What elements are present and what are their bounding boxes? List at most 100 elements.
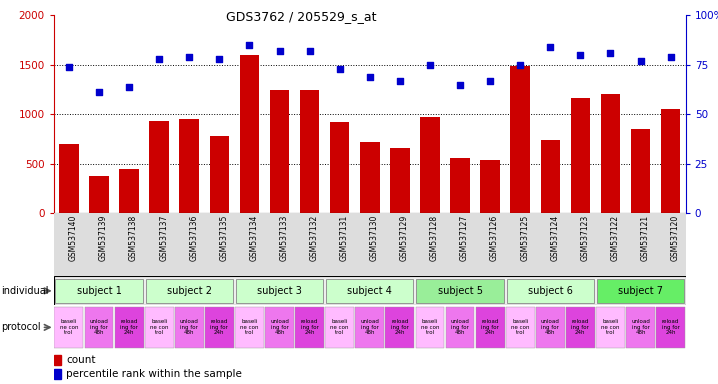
Bar — [89, 175, 108, 213]
Bar — [240, 55, 259, 213]
Bar — [300, 89, 320, 213]
Bar — [386, 307, 414, 348]
Text: subject 7: subject 7 — [618, 286, 663, 296]
Text: GSM537136: GSM537136 — [190, 214, 198, 261]
Text: reload
ing for
24h: reload ing for 24h — [662, 319, 679, 336]
Bar — [597, 279, 684, 303]
Text: reload
ing for
24h: reload ing for 24h — [210, 319, 228, 336]
Point — [635, 58, 646, 64]
Point — [243, 42, 255, 48]
Text: GSM537138: GSM537138 — [129, 214, 138, 261]
Bar — [510, 66, 530, 213]
Bar — [85, 307, 113, 348]
Point — [334, 66, 345, 72]
Text: baseli
ne con
trol: baseli ne con trol — [60, 319, 78, 336]
Text: subject 5: subject 5 — [437, 286, 482, 296]
Text: subject 4: subject 4 — [348, 286, 392, 296]
Text: unload
ing for
48h: unload ing for 48h — [180, 319, 199, 336]
Bar — [330, 122, 350, 213]
Point — [184, 54, 195, 60]
Point — [154, 56, 165, 62]
Point — [304, 48, 315, 54]
Text: GDS3762 / 205529_s_at: GDS3762 / 205529_s_at — [226, 10, 377, 23]
Bar — [601, 94, 620, 213]
Bar — [536, 307, 565, 348]
Text: subject 2: subject 2 — [167, 286, 212, 296]
Text: baseli
ne con
trol: baseli ne con trol — [421, 319, 439, 336]
Bar — [54, 369, 61, 379]
Bar — [355, 307, 384, 348]
Bar — [507, 279, 594, 303]
Bar — [174, 307, 204, 348]
Text: GSM537126: GSM537126 — [490, 214, 499, 261]
Text: unload
ing for
48h: unload ing for 48h — [451, 319, 470, 336]
Bar — [235, 307, 264, 348]
Text: GSM537137: GSM537137 — [159, 214, 168, 261]
Point — [544, 44, 556, 50]
Bar — [325, 307, 354, 348]
Point — [274, 48, 285, 54]
Bar — [656, 307, 685, 348]
Text: baseli
ne con
trol: baseli ne con trol — [150, 319, 169, 336]
Bar — [476, 307, 505, 348]
Bar — [390, 148, 410, 213]
Text: unload
ing for
48h: unload ing for 48h — [360, 319, 379, 336]
Point — [424, 62, 436, 68]
Bar — [236, 279, 323, 303]
Point — [63, 64, 75, 70]
Bar — [661, 109, 681, 213]
Text: GSM537131: GSM537131 — [340, 214, 349, 261]
Point — [515, 62, 526, 68]
Text: GSM537130: GSM537130 — [370, 214, 379, 261]
Bar — [146, 279, 233, 303]
Bar — [145, 307, 174, 348]
Text: reload
ing for
24h: reload ing for 24h — [120, 319, 138, 336]
Text: unload
ing for
48h: unload ing for 48h — [631, 319, 650, 336]
Bar — [626, 307, 655, 348]
Point — [665, 54, 676, 60]
Text: reload
ing for
24h: reload ing for 24h — [481, 319, 499, 336]
Text: subject 6: subject 6 — [528, 286, 573, 296]
Text: GSM537123: GSM537123 — [580, 214, 589, 261]
Text: GSM537127: GSM537127 — [460, 214, 469, 261]
Bar — [420, 117, 439, 213]
Bar — [631, 129, 651, 213]
Text: GSM537133: GSM537133 — [279, 214, 289, 261]
Text: reload
ing for
24h: reload ing for 24h — [301, 319, 319, 336]
Text: reload
ing for
24h: reload ing for 24h — [572, 319, 589, 336]
Text: GSM537132: GSM537132 — [309, 214, 319, 261]
Text: protocol: protocol — [1, 322, 40, 333]
Point — [394, 78, 406, 84]
Point — [364, 74, 376, 80]
Text: GSM537135: GSM537135 — [219, 214, 228, 261]
Bar — [450, 158, 470, 213]
Text: individual: individual — [1, 286, 48, 296]
Text: GSM537129: GSM537129 — [400, 214, 409, 261]
Text: GSM537121: GSM537121 — [640, 214, 650, 260]
Bar — [270, 89, 289, 213]
Text: GSM537122: GSM537122 — [610, 214, 620, 260]
Bar — [115, 307, 144, 348]
Bar — [210, 136, 229, 213]
Bar — [265, 307, 294, 348]
Point — [605, 50, 616, 56]
Text: baseli
ne con
trol: baseli ne con trol — [240, 319, 258, 336]
Bar — [566, 307, 595, 348]
Text: unload
ing for
48h: unload ing for 48h — [270, 319, 289, 336]
Point — [485, 78, 496, 84]
Bar — [55, 279, 143, 303]
Bar — [416, 279, 503, 303]
Text: subject 1: subject 1 — [77, 286, 121, 296]
Bar — [205, 307, 234, 348]
Bar — [149, 121, 169, 213]
Point — [93, 89, 105, 96]
Point — [574, 52, 586, 58]
Text: percentile rank within the sample: percentile rank within the sample — [66, 369, 242, 379]
Bar — [541, 140, 560, 213]
Bar — [360, 142, 380, 213]
Text: GSM537124: GSM537124 — [550, 214, 559, 261]
Text: GSM537128: GSM537128 — [430, 214, 439, 260]
Bar — [596, 307, 625, 348]
Text: unload
ing for
48h: unload ing for 48h — [90, 319, 108, 336]
Bar — [55, 307, 83, 348]
